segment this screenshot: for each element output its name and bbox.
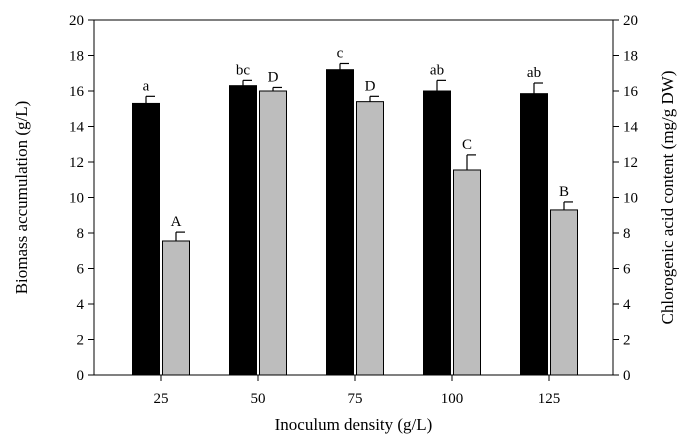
right-tick-label: 10 [623, 191, 638, 207]
x-axis: 25 50 75 100 125 [154, 375, 561, 407]
chlorogenic-bar [259, 90, 287, 376]
x-axis-title: Inoculum density (g/L) [275, 415, 433, 434]
x-tick-label: 50 [251, 391, 266, 407]
left-tick-label: 10 [69, 191, 84, 207]
left-tick-label: 2 [77, 333, 85, 349]
biomass-bar [326, 69, 354, 376]
right-tick-label: 18 [623, 49, 638, 65]
left-tick-label: 16 [69, 84, 85, 100]
left-tick-label: 12 [69, 155, 84, 171]
left-tick-label: 8 [77, 226, 85, 242]
significance-label: B [559, 184, 569, 200]
right-tick-label: 12 [623, 155, 638, 171]
chlorogenic-bar [453, 169, 481, 376]
significance-label: C [462, 137, 472, 153]
right-tick-label: 16 [623, 84, 639, 100]
x-tick-label: 125 [538, 391, 561, 407]
right-tick-label: 20 [623, 13, 638, 29]
right-axis: 0 2 4 6 8 10 12 14 16 18 20 [613, 13, 639, 384]
significance-label: a [143, 78, 150, 94]
significance-label: A [171, 214, 182, 230]
significance-label: D [268, 69, 279, 85]
right-tick-label: 14 [623, 120, 639, 136]
bars: a Abc Dc Dab Cab B [132, 45, 578, 376]
chlorogenic-bar [550, 209, 578, 376]
significance-label: D [365, 78, 376, 94]
right-tick-label: 4 [623, 297, 631, 313]
biomass-bar [229, 85, 257, 376]
left-tick-label: 0 [77, 368, 85, 384]
right-y-axis-title: Chlorogenic acid content (mg/g DW) [658, 71, 677, 325]
chlorogenic-bar [356, 101, 384, 376]
right-tick-label: 8 [623, 226, 631, 242]
left-tick-label: 20 [69, 13, 84, 29]
significance-label: bc [236, 62, 251, 78]
significance-label: c [337, 45, 344, 61]
biomass-bar [520, 93, 548, 376]
x-tick-label: 75 [348, 391, 363, 407]
biomass-bar [423, 90, 451, 376]
plot-area: 0 2 4 6 8 10 12 14 16 18 20 0 2 4 6 8 10 12 14 16 18 20 25 50… [69, 13, 639, 407]
right-tick-label: 2 [623, 333, 631, 349]
significance-label: ab [430, 62, 444, 78]
right-tick-label: 0 [623, 368, 631, 384]
x-tick-label: 25 [154, 391, 169, 407]
right-tick-label: 6 [623, 262, 631, 278]
chlorogenic-bar [162, 240, 190, 376]
left-tick-label: 14 [69, 120, 85, 136]
left-axis: 0 2 4 6 8 10 12 14 16 18 20 [69, 13, 94, 384]
left-y-axis-title: Biomass accumulation (g/L) [12, 101, 31, 295]
left-tick-label: 18 [69, 49, 84, 65]
x-tick-label: 100 [441, 391, 464, 407]
left-tick-label: 6 [77, 262, 85, 278]
left-tick-label: 4 [77, 297, 85, 313]
significance-label: ab [527, 65, 541, 81]
biomass-bar [132, 102, 160, 376]
